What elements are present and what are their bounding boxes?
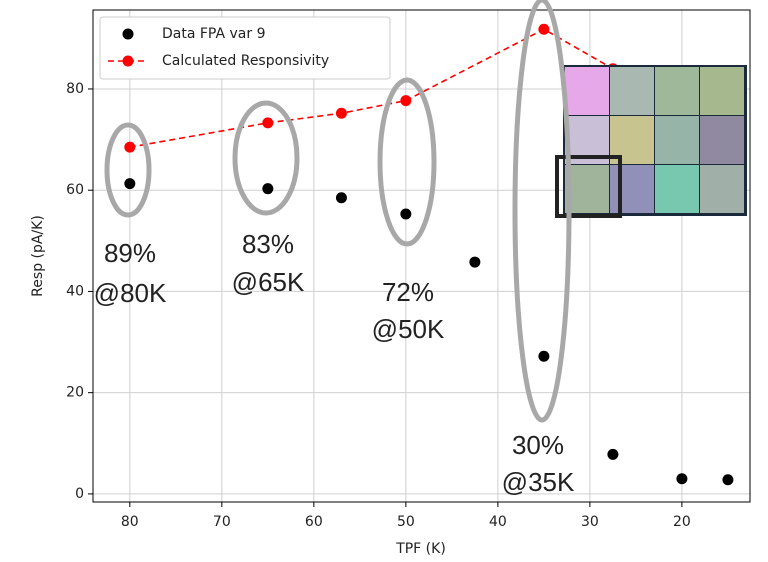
x-tick-label: 40 bbox=[489, 514, 507, 530]
data-point bbox=[469, 256, 481, 268]
inset-cell bbox=[610, 67, 654, 115]
highlight-ellipse bbox=[512, 0, 572, 423]
y-tick-label: 60 bbox=[66, 182, 84, 198]
x-tick-label: 30 bbox=[581, 514, 599, 530]
data-point bbox=[538, 23, 550, 35]
highlight-ellipse bbox=[377, 77, 437, 247]
annotation: 30% bbox=[512, 430, 564, 460]
legend-label: Calculated Responsivity bbox=[162, 53, 329, 69]
y-axis-label: Resp (pA/K) bbox=[30, 215, 46, 297]
inset-cell bbox=[565, 67, 609, 115]
y-tick-label: 0 bbox=[75, 486, 84, 502]
x-tick-label: 80 bbox=[121, 514, 139, 530]
x-tick-label: 60 bbox=[305, 514, 323, 530]
inset-cell bbox=[655, 165, 699, 213]
data-point bbox=[124, 141, 136, 153]
inset-cell bbox=[610, 165, 654, 213]
highlight-ellipse bbox=[232, 100, 300, 216]
data-point bbox=[400, 208, 412, 220]
inset-cell bbox=[700, 165, 744, 213]
annotation: @80K bbox=[94, 278, 167, 308]
legend-marker bbox=[122, 55, 134, 67]
data-point bbox=[262, 117, 274, 129]
inset-cell bbox=[655, 116, 699, 164]
inset-cell bbox=[700, 116, 744, 164]
data-point bbox=[676, 473, 688, 485]
inset-highlight bbox=[555, 155, 622, 218]
data-point bbox=[538, 350, 550, 362]
y-tick-label: 20 bbox=[66, 385, 84, 401]
data-point bbox=[335, 107, 347, 119]
inset-cell bbox=[655, 67, 699, 115]
x-tick-label: 70 bbox=[213, 514, 231, 530]
data-point bbox=[262, 183, 274, 195]
inset-cell bbox=[565, 165, 609, 213]
data-point bbox=[335, 192, 347, 204]
annotation: 89% bbox=[104, 238, 156, 268]
legend-label: Data FPA var 9 bbox=[162, 26, 265, 42]
legend-marker bbox=[122, 28, 134, 40]
x-tick-label: 20 bbox=[673, 514, 691, 530]
annotation: @50K bbox=[372, 314, 445, 344]
x-tick-label: 50 bbox=[397, 514, 415, 530]
data-point bbox=[607, 448, 619, 460]
y-tick-label: 40 bbox=[66, 283, 84, 299]
x-axis-label: TPF (K) bbox=[395, 541, 446, 557]
annotation: @65K bbox=[232, 267, 305, 297]
data-point bbox=[400, 95, 412, 107]
legend-box bbox=[99, 16, 391, 80]
annotation: 83% bbox=[242, 229, 294, 259]
annotation: @35K bbox=[502, 467, 575, 497]
plot-frame bbox=[92, 9, 751, 503]
legend: Data FPA var 9 Calculated Responsivity bbox=[99, 16, 391, 80]
data-point bbox=[124, 178, 136, 190]
y-tick-label: 80 bbox=[66, 81, 84, 97]
annotation: 72% bbox=[382, 277, 434, 307]
inset-cell bbox=[700, 67, 744, 115]
highlight-ellipse bbox=[104, 122, 152, 218]
data-point bbox=[722, 474, 734, 486]
